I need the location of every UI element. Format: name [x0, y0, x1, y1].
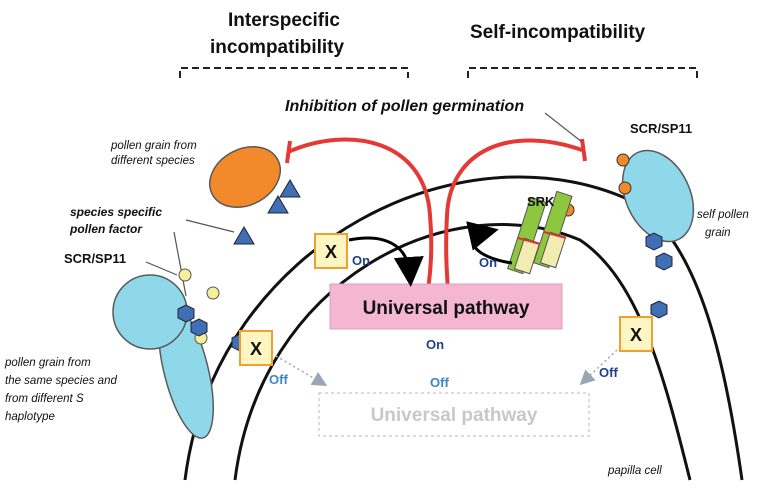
factor-hexagon	[650, 300, 668, 319]
off-label-right: Off	[599, 365, 618, 380]
universal-pathway-active-label: Universal pathway	[363, 298, 530, 319]
different-species-label-line2: different species	[111, 155, 195, 167]
universal-pathway-active	[329, 283, 563, 330]
species-factor-label-line1: species specific	[70, 205, 162, 219]
orange-pollen-grain	[209, 146, 281, 208]
factor-hexagon	[190, 318, 208, 337]
same-species-label-line3: from different S	[5, 393, 84, 405]
species-factor-label-line2: pollen factor	[69, 222, 143, 236]
self-pollen-label-line2: grain	[705, 227, 731, 239]
off-label-left: Off	[269, 372, 288, 387]
scr-label-right: SCR/SP11	[630, 121, 692, 136]
scr-ligand-dot	[618, 181, 632, 195]
species-factor-triangle	[267, 195, 289, 214]
x-box-off-right-label: X	[630, 325, 642, 345]
same-species-pollen-grain	[112, 274, 188, 350]
x-box-off-left	[239, 330, 273, 366]
off-arrow-left	[275, 355, 328, 387]
different-species-label-line1: pollen grain from	[110, 140, 197, 152]
x-box-off-left-label: X	[250, 339, 262, 359]
interspecific-bracket	[179, 67, 409, 78]
inhibition-curve-left	[287, 137, 434, 291]
scr-label-left: SCR/SP11	[64, 251, 126, 266]
scr-ligand-dot	[178, 268, 192, 282]
activation-arrow-srk	[466, 221, 513, 265]
on-label-center: On	[426, 337, 444, 352]
same-species-label-line1: pollen grain from	[4, 357, 91, 369]
activation-arrow-x	[348, 236, 424, 287]
scr-ligand-dot	[616, 153, 630, 167]
x-box-off-right	[619, 316, 653, 352]
universal-pathway-inactive-label: Universal pathway	[371, 405, 538, 426]
on-label-srk: On	[479, 255, 497, 270]
universal-pathway-inactive	[318, 392, 590, 437]
self-bracket	[467, 67, 698, 78]
inner-cell-arc	[233, 223, 692, 481]
inhibition-bar-right	[580, 138, 587, 162]
self-incompatibility-heading: Self-incompatibility	[470, 22, 646, 43]
x-box-active-label: X	[325, 242, 337, 262]
factor-hexagon	[645, 232, 663, 251]
self-pollen-grain	[621, 149, 695, 243]
outer-cell-arc	[183, 175, 744, 481]
x-box-active	[314, 233, 348, 269]
inhibition-label: Inhibition of pollen germination	[285, 98, 524, 115]
srk-label: SRK	[527, 194, 555, 209]
inhibition-bar-left	[285, 140, 292, 164]
on-label-x: On	[352, 253, 370, 268]
scr-left-pointer	[145, 261, 178, 276]
factor-pointer-2	[173, 231, 187, 297]
off-label-center: Off	[430, 375, 449, 390]
inhibition-pointer-right	[544, 112, 583, 143]
interspecific-heading-line2: incompatibility	[210, 37, 345, 58]
same-species-label-line2: the same species and	[5, 375, 117, 387]
srk-receptor	[507, 190, 573, 275]
species-factor-triangle	[233, 226, 255, 245]
papilla-cell-label: papilla cell	[607, 465, 662, 477]
interspecific-heading-line1: Interspecific	[228, 10, 340, 31]
same-species-label-line4: haplotype	[5, 411, 55, 423]
self-pollen-label-line1: self pollen	[697, 209, 749, 221]
species-factor-triangle	[279, 179, 301, 198]
inhibition-curve-right	[444, 138, 583, 291]
scr-ligand-dot	[206, 286, 220, 300]
factor-hexagon	[177, 304, 195, 323]
factor-pointer	[185, 219, 235, 233]
factor-hexagon	[655, 252, 673, 271]
